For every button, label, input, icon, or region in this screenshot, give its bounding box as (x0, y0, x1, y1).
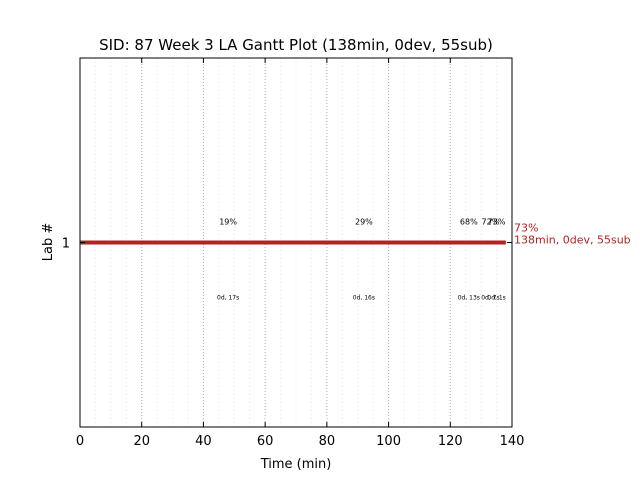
x-tick-label: 60 (257, 434, 274, 449)
x-tick-label: 80 (319, 434, 336, 449)
y-tick-label: 1 (62, 237, 70, 252)
milestone-percent-label: 19% (219, 218, 237, 227)
x-tick-label: 20 (133, 434, 150, 449)
milestone-percent-label: 72% (482, 218, 500, 227)
milestone-submission-label: 0d, 16s (353, 295, 375, 302)
bar-end-percent-label: 73% (514, 222, 538, 235)
milestone-percent-label: 68% (460, 218, 478, 227)
milestone-percent-label: 29% (355, 218, 373, 227)
x-axis-label: Time (min) (260, 457, 332, 472)
bar-end-summary-label: 138min, 0dev, 55sub (514, 234, 631, 247)
y-axis-label: Lab # (41, 223, 56, 262)
y-axis-ticks: 1 (62, 237, 512, 252)
x-tick-label: 120 (438, 434, 463, 449)
x-tick-label: 0 (76, 434, 84, 449)
milestone-submission-label: 0d, 7s (481, 295, 499, 302)
milestone-submission-label: 0d, 1s (487, 295, 505, 302)
chart-title: SID: 87 Week 3 LA Gantt Plot (138min, 0d… (99, 36, 493, 54)
milestone-submission-label: 0d, 13s (458, 295, 480, 302)
milestone-submission-label: 0d, 17s (217, 295, 239, 302)
x-tick-label: 40 (195, 434, 212, 449)
x-tick-label: 140 (500, 434, 525, 449)
x-axis-ticks: 0 20 40 60 80 100 120 140 (76, 58, 525, 449)
milestone-percent-label: 73% (488, 218, 506, 227)
x-tick-label: 100 (376, 434, 401, 449)
